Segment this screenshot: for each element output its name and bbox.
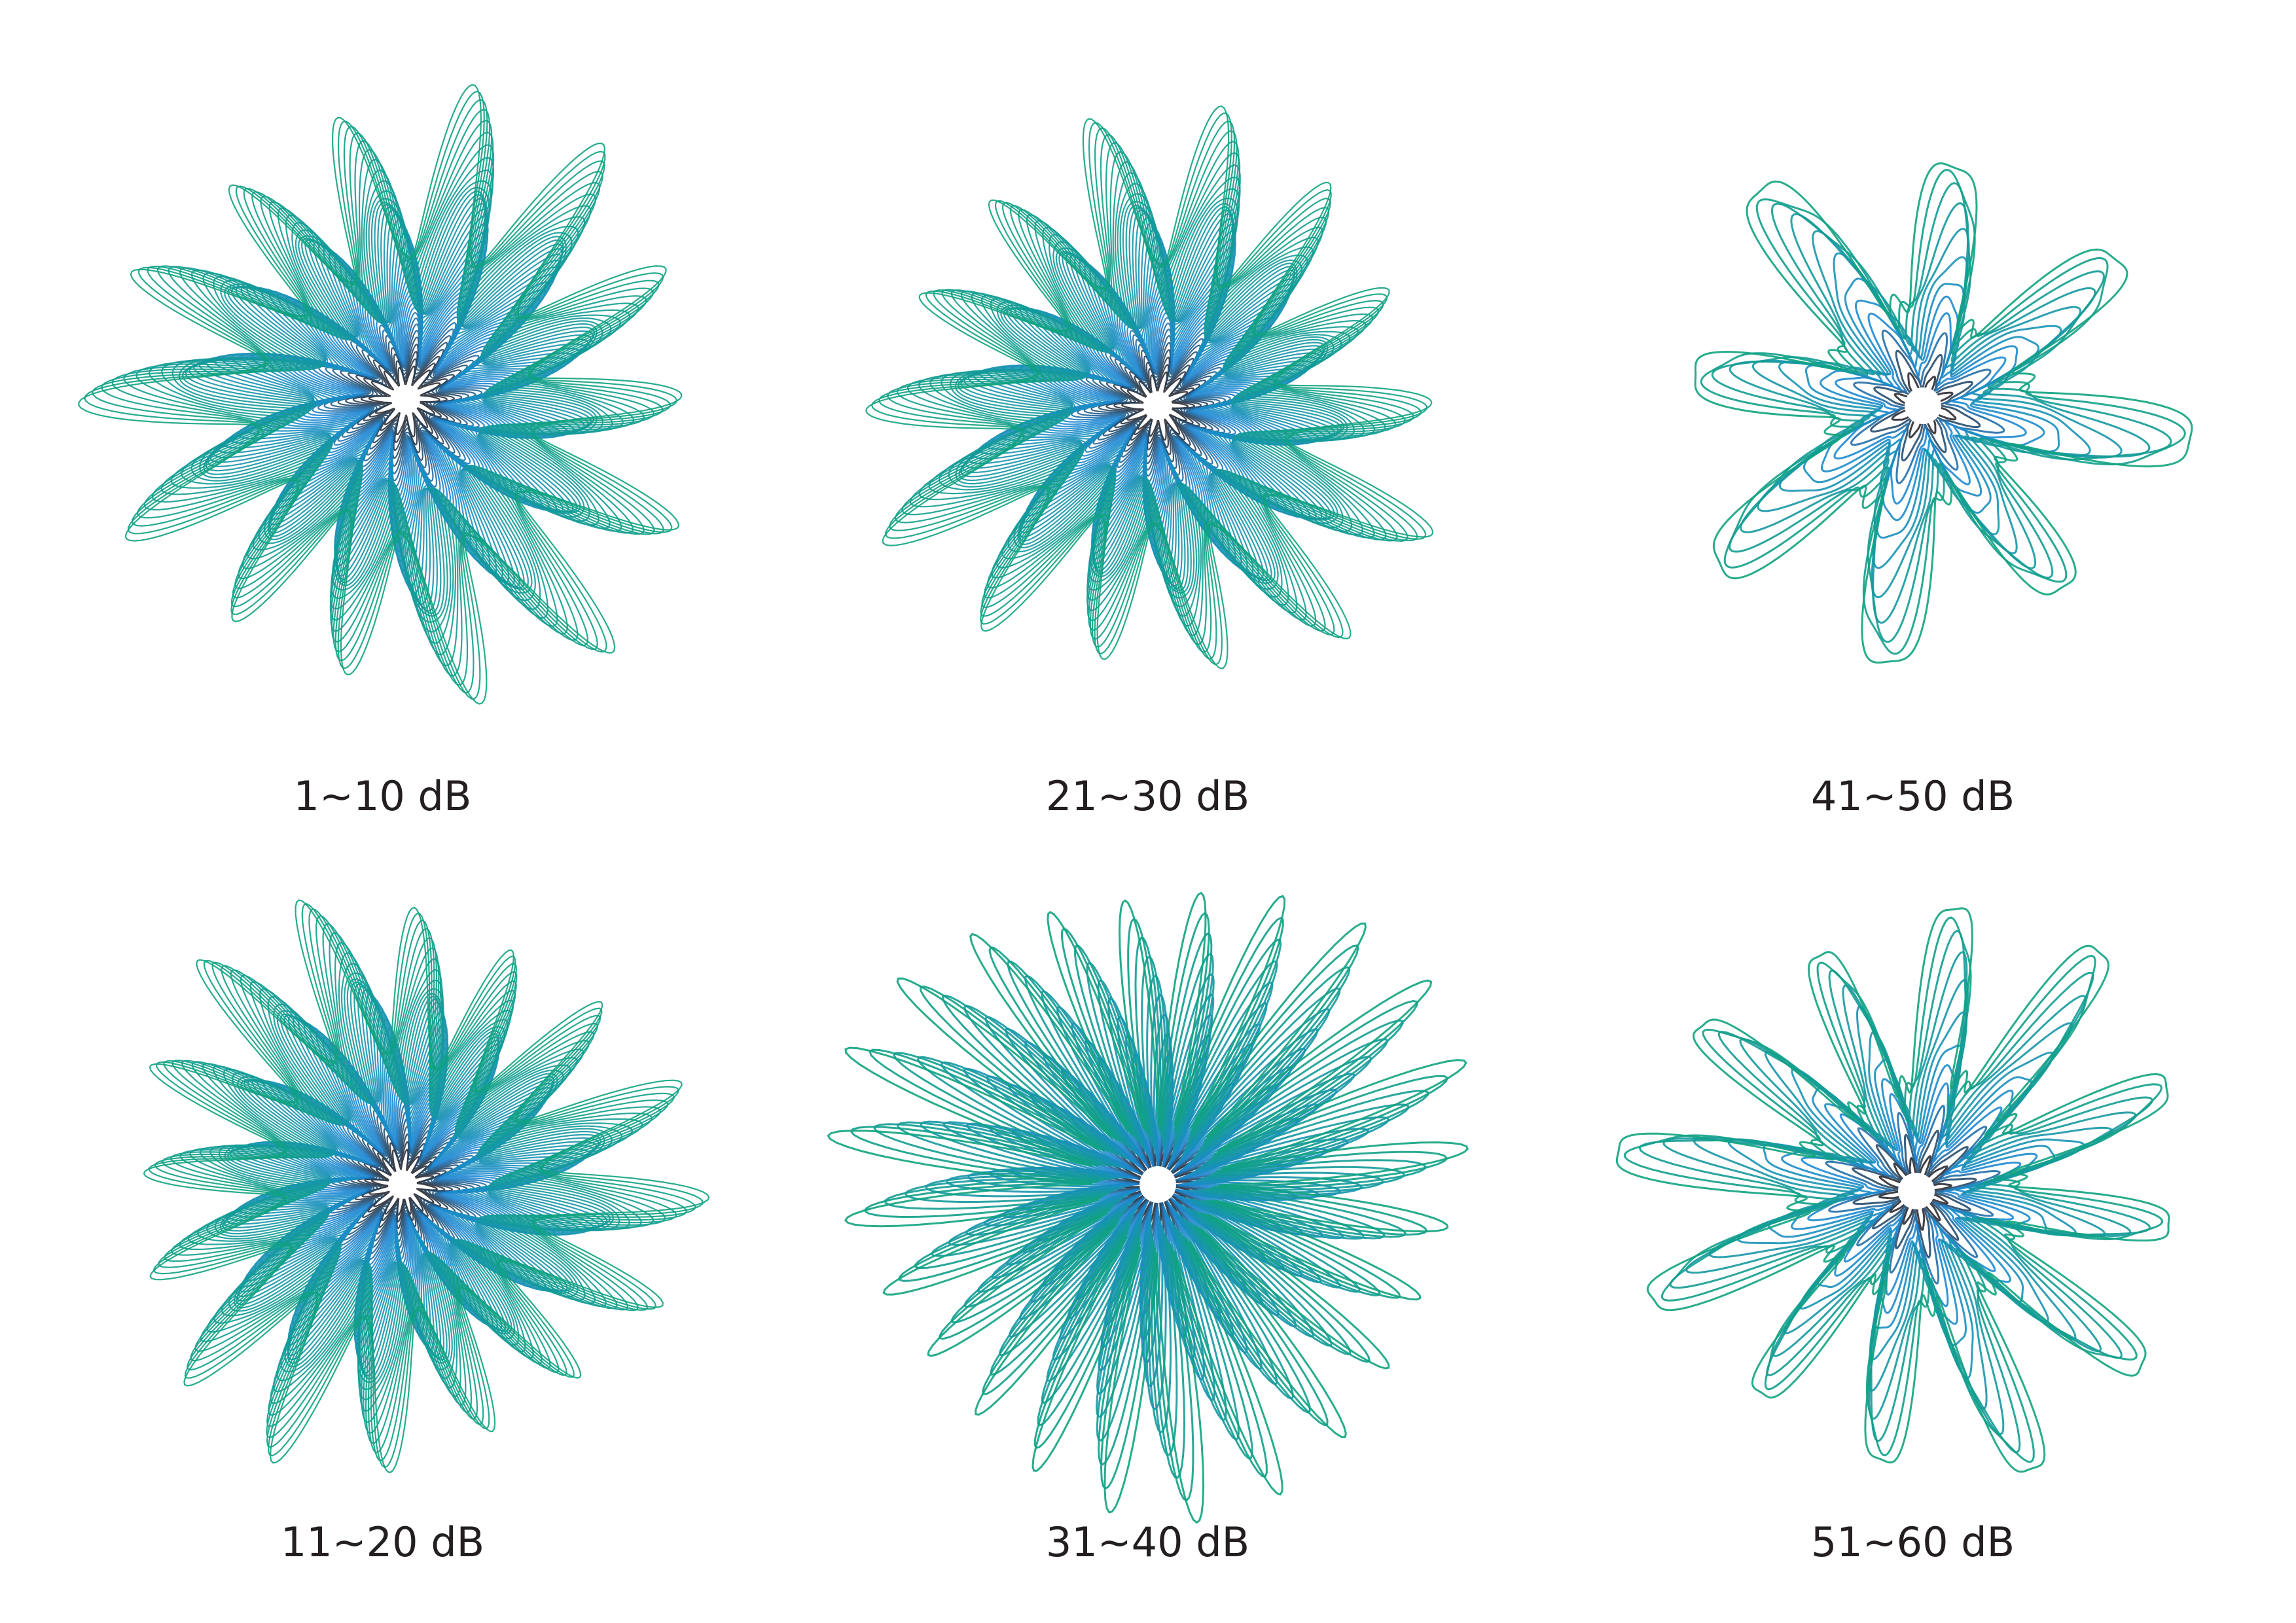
pattern-curve (1638, 929, 2153, 1454)
center-hole (1143, 391, 1172, 420)
pattern-curve (1729, 202, 2151, 624)
pattern-curve (957, 204, 1345, 592)
pattern-curve (1700, 168, 2186, 655)
pattern-curve (1820, 295, 2045, 522)
pattern-curve (1694, 162, 2193, 664)
pattern-curve (92, 99, 672, 694)
pattern-curve (1083, 335, 1221, 476)
pattern-curve (154, 908, 696, 1461)
pattern-curves (1694, 162, 2193, 664)
panel-31-40db: 31~40 dB (765, 812, 1530, 1623)
pattern-curve (187, 942, 655, 1423)
center-hole (388, 1170, 417, 1199)
pattern-curve (1098, 349, 1208, 463)
pattern-curve (341, 1118, 468, 1243)
center-hole (1139, 1166, 1176, 1203)
center-hole (391, 385, 420, 414)
pattern-curves (78, 84, 683, 705)
pattern-curve (1763, 1044, 2056, 1347)
caption-51-60db: 51~60 dB (1810, 1518, 2015, 1566)
pattern-curve (1105, 356, 1202, 455)
pattern-curve (78, 84, 683, 705)
polar-pattern-21-30db (865, 105, 1434, 669)
pattern-curve (352, 351, 456, 454)
pattern-curve (1852, 1130, 1977, 1259)
pattern-curves (865, 105, 1434, 669)
pattern-curve (965, 1013, 1349, 1387)
pattern-curve (1727, 1011, 2085, 1380)
pattern-curve (942, 993, 1370, 1411)
pattern-curve (143, 899, 710, 1474)
polar-pattern-41-50db (1694, 162, 2193, 664)
caption-31-40db: 31~40 dB (1045, 1518, 1250, 1566)
pattern-curve (344, 344, 463, 461)
pattern-curve (148, 156, 624, 644)
pattern-curve (1623, 916, 2164, 1463)
panel-41-50db: 41~50 dB (1530, 0, 2295, 820)
pattern-curve (1053, 1090, 1263, 1294)
caption-41-50db: 41~50 dB (1810, 772, 2015, 820)
pattern-curve (1825, 1105, 2001, 1285)
pattern-curve (1878, 1155, 1952, 1231)
pattern-curve (1615, 907, 2170, 1473)
pattern-curve (865, 105, 1434, 669)
polar-pattern-31-40db (827, 891, 1469, 1524)
pattern-curve (354, 1133, 454, 1230)
pattern-curve (1693, 979, 2113, 1410)
pattern-curve (337, 336, 470, 469)
pattern-curves (143, 899, 710, 1474)
pattern-curve (1780, 1064, 2038, 1325)
polar-pattern-51-60db (1615, 907, 2170, 1473)
pattern-curve (1090, 342, 1215, 469)
panel-11-20db: 11~20 dB (0, 812, 765, 1623)
caption-11-20db: 11~20 dB (280, 1518, 485, 1566)
panel-51-60db: 51~60 dB (1530, 812, 2295, 1623)
polar-pattern-1-10db (78, 84, 683, 705)
pattern-curve (1711, 182, 2172, 643)
pattern-curves (827, 891, 1469, 1524)
pattern-curve (988, 1033, 1327, 1364)
pattern-curve (878, 120, 1422, 660)
center-hole (1905, 387, 1941, 424)
pattern-curve (928, 171, 1376, 617)
pattern-curve (1113, 364, 1196, 448)
pattern-curve (361, 1141, 446, 1222)
pattern-curve (348, 1126, 461, 1236)
center-hole (1898, 1173, 1935, 1209)
pattern-curve (1870, 349, 1981, 462)
panel-21-30db: 21~30 dB (765, 0, 1530, 820)
pattern-curve (1801, 1082, 2022, 1308)
panel-1-10db: 1~10 dB (0, 0, 765, 820)
pattern-curve (360, 358, 448, 446)
pattern-curve (1031, 1071, 1285, 1317)
pattern-curve (827, 891, 1469, 1524)
pattern-curve (1803, 277, 2060, 539)
caption-1-10db: 1~10 dB (293, 772, 472, 820)
pattern-curve (1778, 252, 2091, 569)
polar-pattern-11-20db (143, 899, 710, 1474)
pattern-curves (1615, 907, 2170, 1473)
caption-21-30db: 21~30 dB (1045, 772, 1250, 820)
